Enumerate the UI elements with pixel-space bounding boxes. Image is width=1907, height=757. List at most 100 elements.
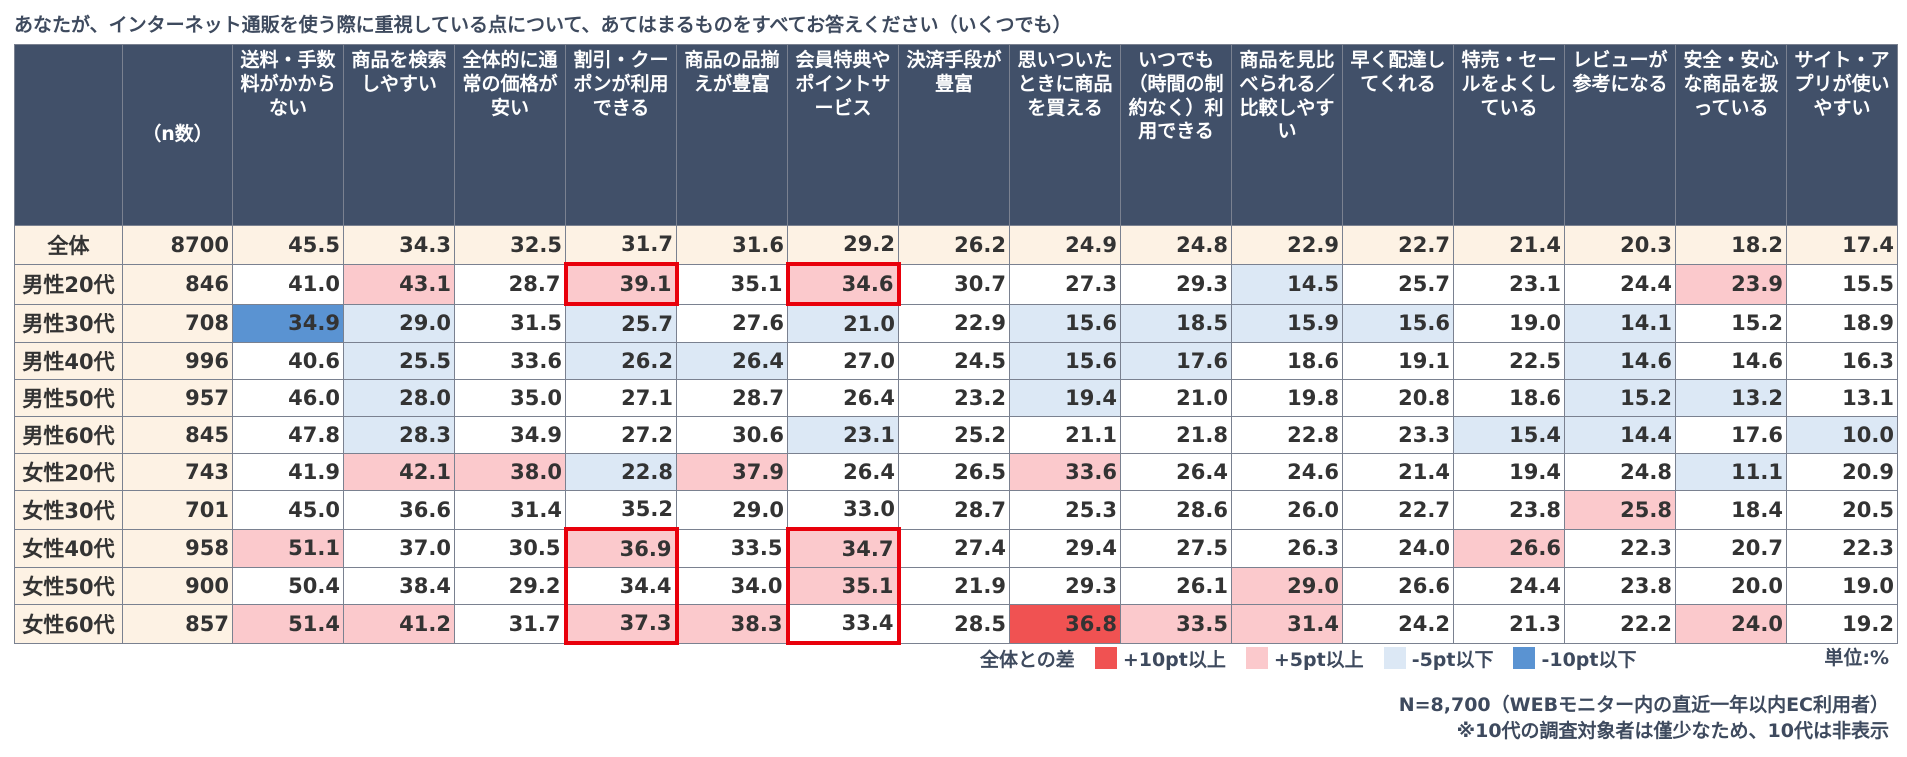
value-cell: 34.7 <box>785 527 901 568</box>
legend: 全体との差 +10pt以上 +5pt以上 -5pt以下 -10pt以下 <box>980 644 1637 672</box>
value-cell: 15.4 <box>1453 416 1565 454</box>
value-cell: 24.9 <box>1009 225 1121 265</box>
value-cell: 34.9 <box>232 303 344 343</box>
column-header-12: 特売・セールをよくしている <box>1453 44 1565 226</box>
value-cell: 29.0 <box>1231 567 1343 605</box>
column-header-1: 送料・手数料がかからない <box>232 44 344 226</box>
value-cell: 24.4 <box>1564 263 1676 305</box>
value-cell: 10.0 <box>1786 416 1898 454</box>
value-cell: 35.1 <box>785 567 901 605</box>
value-cell: 36.6 <box>343 490 455 530</box>
value-cell: 14.1 <box>1564 303 1676 343</box>
row-label: 女性30代 <box>14 490 123 530</box>
value-cell: 24.2 <box>1342 604 1454 644</box>
value-cell: 51.4 <box>232 604 344 644</box>
row-n: 900 <box>122 567 233 605</box>
value-cell: 42.1 <box>343 453 455 491</box>
value-cell: 27.3 <box>1009 263 1121 305</box>
value-cell: 25.8 <box>1564 490 1676 530</box>
value-cell: 33.4 <box>785 604 901 645</box>
value-cell: 37.0 <box>343 528 455 568</box>
value-cell: 15.2 <box>1675 303 1787 343</box>
value-cell: 29.4 <box>1009 528 1121 568</box>
row-label: 全体 <box>14 225 123 265</box>
value-cell: 25.7 <box>1342 263 1454 305</box>
value-cell: 21.9 <box>898 567 1010 605</box>
value-cell: 46.0 <box>232 379 344 417</box>
age-note: ※10代の調査対象者は僅少なため、10代は非表示 <box>1456 720 1889 742</box>
column-header-11: 早く配達してくれる <box>1342 44 1454 226</box>
value-cell: 25.2 <box>898 416 1010 454</box>
value-cell: 13.2 <box>1675 379 1787 417</box>
value-cell: 25.5 <box>343 342 455 380</box>
value-cell: 26.6 <box>1342 567 1454 605</box>
value-cell: 33.0 <box>787 490 899 530</box>
value-cell: 23.8 <box>1453 490 1565 530</box>
value-cell: 15.6 <box>1009 342 1121 380</box>
value-cell: 26.0 <box>1231 490 1343 530</box>
value-cell: 34.4 <box>563 567 679 605</box>
value-cell: 36.9 <box>563 527 679 568</box>
value-cell: 35.2 <box>565 490 677 530</box>
row-label: 女性20代 <box>14 453 123 491</box>
row-n: 845 <box>122 416 233 454</box>
value-cell: 34.9 <box>454 416 566 454</box>
column-header-14: 安全・安心な商品を扱っている <box>1675 44 1787 226</box>
value-cell: 19.4 <box>1453 453 1565 491</box>
value-cell: 31.7 <box>565 225 677 265</box>
value-cell: 14.5 <box>1231 263 1343 305</box>
value-cell: 23.2 <box>898 379 1010 417</box>
value-cell: 24.0 <box>1675 604 1787 644</box>
value-cell: 22.9 <box>898 303 1010 343</box>
row-n: 743 <box>122 453 233 491</box>
value-cell: 27.2 <box>565 416 677 454</box>
value-cell: 51.1 <box>232 528 344 568</box>
value-cell: 26.4 <box>1120 453 1232 491</box>
table-row: 女性20代 743 41.9 42.1 38.0 22.8 37.9 26.4 26.5 33.6… <box>14 453 1898 491</box>
value-cell: 22.3 <box>1786 528 1898 568</box>
row-label: 女性60代 <box>14 604 123 644</box>
value-cell: 23.8 <box>1564 567 1676 605</box>
value-cell: 23.3 <box>1342 416 1454 454</box>
value-cell: 22.2 <box>1564 604 1676 644</box>
value-cell: 20.7 <box>1675 528 1787 568</box>
row-label: 男性20代 <box>14 263 123 305</box>
value-cell: 22.8 <box>565 453 677 491</box>
row-n: 8700 <box>122 225 233 265</box>
row-n: 846 <box>122 263 233 305</box>
value-cell: 11.1 <box>1675 453 1787 491</box>
value-cell: 27.4 <box>898 528 1010 568</box>
value-cell: 19.4 <box>1009 379 1121 417</box>
value-cell: 35.1 <box>676 263 788 305</box>
value-cell: 31.5 <box>454 303 566 343</box>
value-cell: 24.8 <box>1120 225 1232 265</box>
value-cell: 28.6 <box>1120 490 1232 530</box>
value-cell: 34.6 <box>785 262 901 306</box>
value-cell: 26.2 <box>565 342 677 380</box>
legend-swatch-plus5 <box>1245 647 1268 669</box>
value-cell: 14.6 <box>1564 342 1676 380</box>
header-corner <box>14 44 123 226</box>
column-header-3: 全体的に通常の価格が安い <box>454 44 566 226</box>
value-cell: 20.5 <box>1786 490 1898 530</box>
value-cell: 14.6 <box>1675 342 1787 380</box>
legend-label-plus5: +5pt以上 <box>1273 648 1364 671</box>
value-cell: 37.9 <box>676 453 788 491</box>
value-cell: 27.1 <box>565 379 677 417</box>
value-cell: 18.4 <box>1675 490 1787 530</box>
value-cell: 17.4 <box>1786 225 1898 265</box>
value-cell: 33.5 <box>1120 604 1232 644</box>
value-cell: 18.6 <box>1453 379 1565 417</box>
header-n: （n数） <box>122 44 233 226</box>
value-cell: 31.7 <box>454 604 566 644</box>
value-cell: 20.0 <box>1675 567 1787 605</box>
table-row: 男性60代 845 47.8 28.3 34.9 27.2 30.6 23.1 25.2 21.1… <box>14 416 1898 454</box>
row-label: 男性30代 <box>14 303 123 343</box>
value-cell: 21.8 <box>1120 416 1232 454</box>
value-cell: 30.5 <box>454 528 566 568</box>
value-cell: 31.6 <box>676 225 788 265</box>
table-row: 男性30代 708 34.9 29.0 31.5 25.7 27.6 21.0 22.9 15.6… <box>14 303 1898 343</box>
value-cell: 19.0 <box>1786 567 1898 605</box>
chart-title: あなたが、インターネット通販を使う際に重視している点について、あてはまるものをす… <box>14 14 1072 36</box>
value-cell: 21.4 <box>1453 225 1565 265</box>
